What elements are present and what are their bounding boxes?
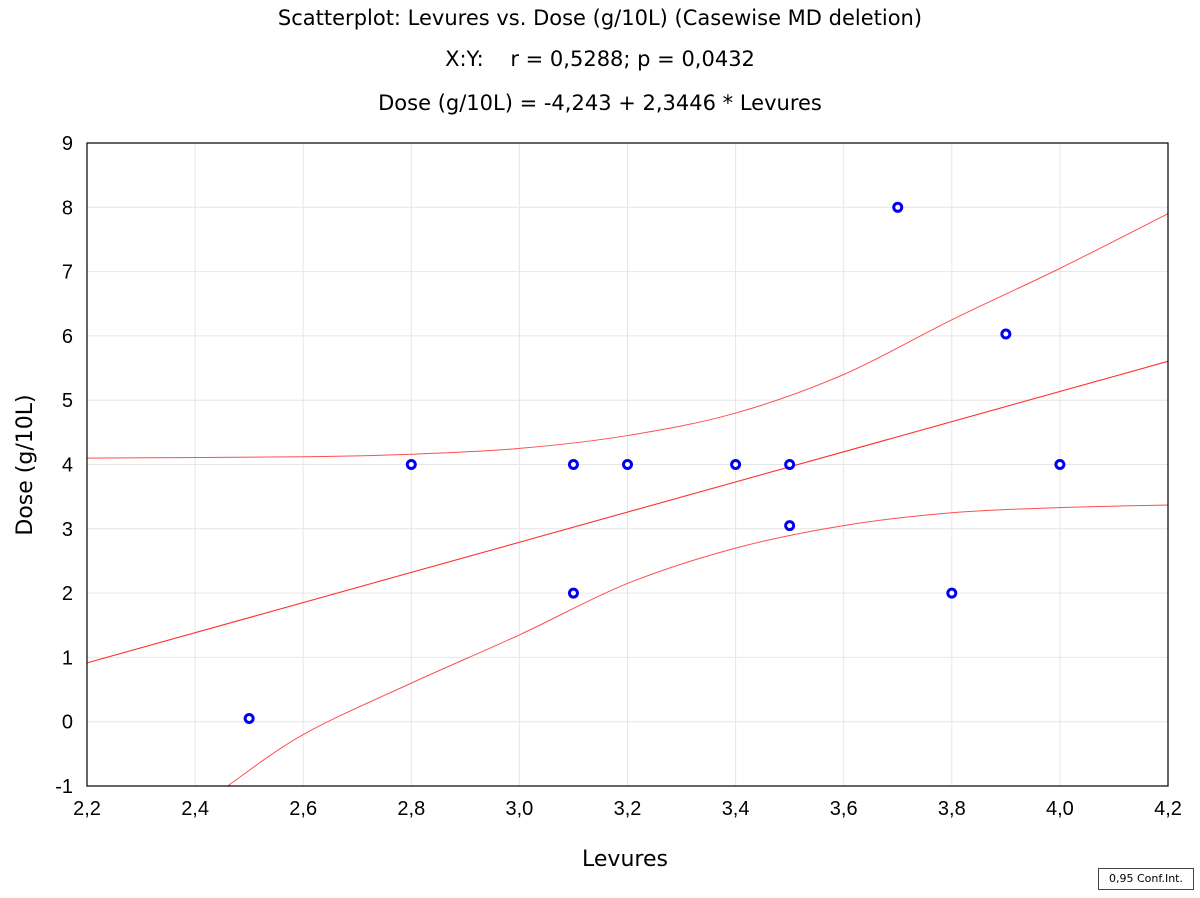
x-tick-label: 4,0 — [1046, 798, 1074, 820]
regression-line — [86, 360, 1169, 664]
y-tick-label: 1 — [62, 647, 73, 669]
data-point — [622, 459, 633, 470]
plot-frame — [86, 142, 1169, 787]
x-tick-label: 3,6 — [830, 798, 858, 820]
x-tick-label: 3,0 — [505, 798, 533, 820]
y-tick-label: 2 — [62, 583, 73, 605]
y-tick-label: 4 — [62, 455, 73, 477]
y-axis-title: Dose (g/10L) — [13, 394, 38, 535]
data-point — [946, 587, 958, 599]
y-tick-label: 5 — [62, 390, 73, 412]
confidence-band — [86, 213, 1169, 787]
data-point — [405, 459, 417, 470]
data-point — [784, 459, 796, 470]
x-tick-label: 3,4 — [722, 798, 750, 820]
y-tick-label: 7 — [62, 262, 73, 284]
x-tick-label: 2,4 — [181, 798, 209, 820]
lower-confidence-curve — [227, 504, 1169, 787]
data-point — [567, 459, 579, 470]
data-point — [730, 459, 742, 470]
chart-subtitle: X:Y: r = 0,5288; p = 0,0432 — [445, 47, 755, 71]
y-axis-ticks: -1 0 1 2 3 4 5 6 7 8 9 — [55, 133, 73, 798]
regression-equation: Dose (g/10L) = -4,243 + 2,3446 * Levures — [378, 91, 822, 115]
x-tick-label: 3,2 — [614, 798, 642, 820]
legend-conf-int: 0,95 Conf.Int. — [1098, 868, 1194, 890]
x-tick-label: 2,8 — [397, 798, 425, 820]
x-tick-label: 3,8 — [938, 798, 966, 820]
y-tick-label: 6 — [62, 326, 73, 348]
fit-line — [86, 360, 1169, 664]
data-point — [567, 587, 579, 599]
data-point — [1000, 328, 1012, 340]
x-axis-ticks: 2,2 2,4 2,6 2,8 3,0 3,2 3,4 3,6 3,8 4,0 4,2 — [73, 798, 1182, 820]
chart-title: Scatterplot: Levures vs. Dose (g/10L) (C… — [277, 6, 923, 30]
upper-confidence-curve — [86, 213, 1169, 459]
y-tick-label: 8 — [62, 197, 73, 219]
x-tick-label: 4,2 — [1154, 798, 1182, 820]
y-tick-label: 3 — [62, 519, 73, 541]
y-tick-label: 0 — [62, 712, 73, 734]
x-tick-label: 2,6 — [289, 798, 317, 820]
data-points — [243, 201, 1066, 724]
y-tick-label: -1 — [55, 776, 73, 798]
y-tick-label: 9 — [62, 133, 73, 155]
x-tick-label: 2,2 — [73, 798, 101, 820]
data-point — [784, 520, 796, 532]
data-point — [1054, 459, 1066, 470]
x-axis-title: Levures — [582, 847, 668, 872]
data-point — [892, 201, 904, 213]
data-point — [243, 712, 255, 724]
